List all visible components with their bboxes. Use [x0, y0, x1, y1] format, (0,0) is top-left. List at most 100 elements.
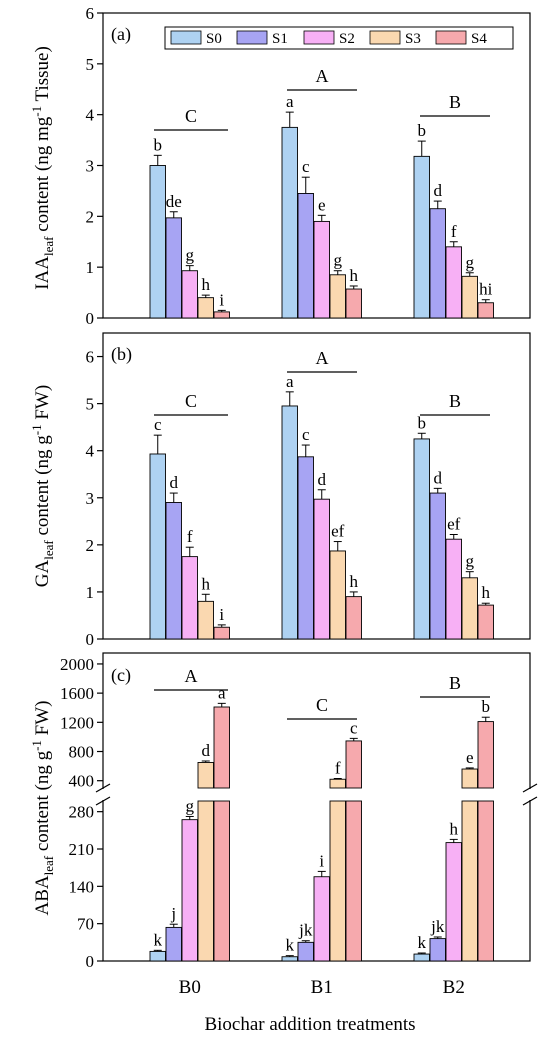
panel-a-sig-letter: a — [286, 92, 294, 111]
panel-c-bar-S2-B1 — [313, 876, 330, 962]
panel-a-label: (a) — [111, 24, 131, 45]
panel-c-y-tick-label: 1600 — [60, 684, 94, 703]
panel-b-sig-letter: a — [286, 372, 294, 391]
panel-b-bar-S3-B1 — [329, 550, 346, 640]
panel-c-bar-S1-B0 — [165, 926, 182, 962]
panel-c-y-tick-label: 70 — [77, 915, 94, 934]
panel-c-y-axis-title: ABAleaf content (ng g-1 FW) — [29, 700, 56, 915]
panel-b-y-tick-label: 0 — [86, 630, 95, 649]
panel-a-y-tick-label: 1 — [86, 258, 95, 277]
panel-b-bar-S1-B2 — [429, 492, 446, 640]
panel-c-axis-break-mark — [522, 796, 538, 806]
panel-a-bar-S3-B0 — [197, 297, 214, 319]
panel-c-sig-letter: k — [286, 936, 295, 955]
panel-c-bar-S0-B1 — [281, 956, 298, 962]
panel-b-bar-S3-B0 — [197, 600, 214, 640]
panel-b-bar-S4-B2 — [477, 604, 494, 640]
panel-c-y-tick-label: 800 — [69, 743, 95, 762]
panel-a-sig-letter: b — [418, 121, 427, 140]
panel-c-bar-S4-B1-upper — [345, 740, 362, 789]
panel-c-y-tick-label: 1200 — [60, 713, 94, 732]
panel-b-bar-S4-B1 — [345, 596, 362, 640]
panel-b-bar-S1-B1 — [297, 456, 314, 640]
panel-c-axis-gap — [101, 789, 532, 800]
panel-a-sig-letter: d — [434, 181, 443, 200]
panel-a-y-tick-label: 2 — [86, 207, 95, 226]
panel-b-y-tick-label: 4 — [86, 442, 95, 461]
legend-swatch-S0 — [170, 30, 202, 45]
panel-b-bar-S2-B1 — [313, 498, 330, 640]
panel-c-axis-break-mark — [522, 783, 538, 793]
panel-c-bar-S3-B0-lower — [197, 800, 214, 962]
panel-a-sig-letter: b — [154, 135, 163, 154]
panel-a-group-letter: A — [316, 66, 329, 86]
panel-b-y-tick-label: 2 — [86, 536, 95, 555]
x-axis: B0 B1 B2 — [179, 977, 465, 998]
legend-label-S4: S4 — [471, 31, 487, 47]
panel-a-bar-S0-B1 — [281, 126, 298, 319]
legend-swatch-S3 — [369, 30, 401, 45]
panel-c-sig-letter: d — [202, 741, 211, 760]
panel-a-bar-S0-B0 — [149, 165, 166, 319]
panel-a-bar-S0-B2 — [413, 155, 430, 319]
panel-b-y-tick-label: 6 — [86, 348, 95, 367]
legend-swatch-S1 — [236, 30, 268, 45]
panel-a-bar-S1-B0 — [165, 217, 182, 319]
panel-b-sig-letter: d — [170, 473, 179, 492]
panel-c-group-letter: C — [316, 695, 328, 715]
panel-b-bar-S0-B2 — [413, 438, 430, 640]
panel-c-sig-letter: j — [170, 904, 176, 923]
panel-c-label: (c) — [111, 665, 131, 686]
panel-b-bar-S4-B0 — [213, 626, 230, 640]
panel-b-bar-S3-B2 — [461, 577, 478, 640]
panel-b-bar-S2-B0 — [181, 556, 198, 640]
panel-a-y-tick-label: 4 — [86, 106, 95, 125]
panel-c-sig-letter: g — [186, 796, 195, 815]
panel-b-sig-letter: d — [318, 470, 327, 489]
panel-c-bar-S1-B1 — [297, 941, 314, 962]
panel-a-y-axis-title: IAAleaf content (ng mg-1 Tissue) — [29, 46, 56, 290]
legend-swatch-S4 — [435, 30, 467, 45]
panel-b-sig-letter: c — [302, 425, 310, 444]
panel-c-sig-letter: i — [319, 851, 324, 870]
panel-c-sig-letter: e — [466, 748, 474, 767]
panel-c-bar-S2-B2 — [445, 842, 462, 962]
panel-b-bar-S1-B0 — [165, 502, 182, 640]
panel-b-sig-letter: d — [434, 468, 443, 487]
panel-c-sig-letter: h — [450, 819, 459, 838]
panel-a-sig-letter: e — [318, 195, 326, 214]
panel-b-y-tick-label: 3 — [86, 489, 95, 508]
panel-a-sig-letter: g — [466, 253, 475, 272]
panel-b-group-letter: B — [449, 391, 461, 411]
panel-b-y-tick-label: 1 — [86, 583, 95, 602]
panel-a-sig-letter: c — [302, 157, 310, 176]
panel-a-bar-S2-B0 — [181, 270, 198, 319]
panel-c-group-letter: B — [449, 673, 461, 693]
panel-b-group-letter: C — [185, 391, 197, 411]
legend: S0 S1 S2 S3 S4 — [164, 26, 514, 50]
panel-c-bar-S4-B1-lower — [345, 800, 362, 962]
panel-b-group-letter: A — [316, 348, 329, 368]
panel-b-sig-letter: h — [350, 572, 359, 591]
legend-swatch-S2 — [303, 30, 335, 45]
panel-c-y-tick-label: 280 — [69, 803, 95, 822]
panel-c-sig-letter: k — [154, 930, 163, 949]
panel-c-bar-S4-B2-upper — [477, 721, 494, 789]
panel-a-bar-S1-B2 — [429, 208, 446, 319]
panel-c-y-tick-label: 140 — [69, 877, 95, 896]
panel-c-sig-letter: c — [350, 718, 358, 737]
panel-c-y-tick-label: 2000 — [60, 655, 94, 674]
panel-a-sig-letter: i — [219, 290, 224, 309]
panel-b-sig-letter: c — [154, 415, 162, 434]
panel-c-sig-letter: a — [218, 683, 226, 702]
panel-a-group-letter: C — [185, 106, 197, 126]
panel-b-sig-letter: h — [482, 583, 491, 602]
x-axis-title: Biochar addition treatments — [204, 1014, 415, 1035]
panel-b-sig-letter: b — [418, 413, 427, 432]
panel-a-bar-S4-B2 — [477, 302, 494, 319]
panel-c-bar-S1-B2 — [429, 938, 446, 962]
